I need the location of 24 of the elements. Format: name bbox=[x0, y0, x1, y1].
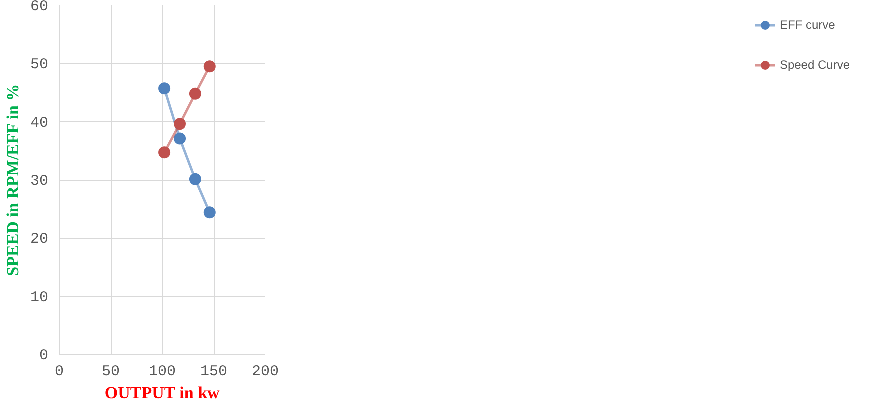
point bbox=[158, 82, 171, 95]
point bbox=[189, 88, 202, 100]
point bbox=[204, 206, 216, 219]
point bbox=[204, 60, 216, 73]
x-tick-label: 100 bbox=[149, 364, 176, 380]
y-axis-title: SPEED in RPM/EFF in % bbox=[3, 84, 22, 276]
point bbox=[174, 132, 186, 145]
legend-label: Speed Curve bbox=[780, 58, 850, 72]
y-tick-label: 40 bbox=[30, 114, 49, 132]
x-tick-label: 200 bbox=[252, 364, 280, 380]
point bbox=[158, 146, 171, 159]
y-tick-label: 30 bbox=[30, 173, 49, 190]
point bbox=[189, 173, 202, 186]
y-tick-label: 0 bbox=[40, 348, 49, 364]
x-axis-title: OUTPUT in kw bbox=[104, 384, 221, 402]
legend-label: EFF curve bbox=[780, 18, 836, 32]
y-tick-label: 50 bbox=[30, 56, 49, 74]
x-tick-label: 150 bbox=[200, 364, 228, 380]
x-tick-label: 0 bbox=[55, 364, 64, 380]
y-tick-label: 60 bbox=[30, 0, 49, 16]
x-tick-label: 50 bbox=[102, 364, 120, 380]
y-tick-label: 10 bbox=[30, 289, 49, 306]
point bbox=[174, 118, 186, 130]
y-tick-label: 20 bbox=[30, 231, 49, 248]
